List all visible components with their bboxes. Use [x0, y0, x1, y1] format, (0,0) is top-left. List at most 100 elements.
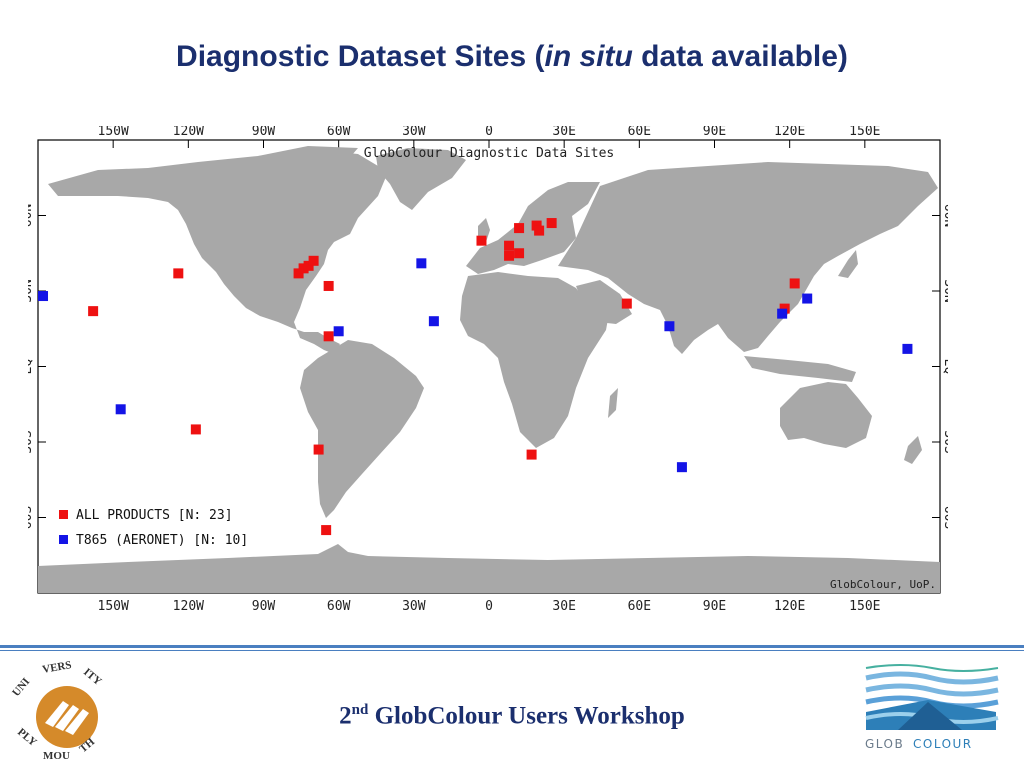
legend-label-aeronet: T865 (AERONET) [N: 10] [76, 533, 248, 548]
footer-ordinal-suffix: nd [351, 702, 369, 718]
svg-text:VERS: VERS [41, 661, 72, 676]
lat-label-right: 60S [941, 506, 948, 529]
footer-divider [0, 645, 1024, 648]
lon-label-bottom: 60W [327, 599, 351, 610]
all-products-site-marker [514, 248, 525, 259]
land-new-zealand [904, 436, 922, 464]
aeronet-site-marker [333, 326, 344, 337]
lat-label-right: 60N [941, 204, 948, 227]
university-of-plymouth-logo: UNI VERS ITY PLY MOU TH [10, 661, 111, 763]
all-products-site-marker [313, 444, 324, 455]
land-australia [780, 382, 872, 448]
land-masses [38, 146, 940, 593]
all-products-site-marker [190, 424, 201, 435]
all-products-site-marker [531, 220, 542, 231]
legend-swatch-all-products [59, 510, 68, 519]
land-greenland [376, 148, 466, 210]
land-madagascar [608, 388, 618, 418]
map-title: GlobColour Diagnostic Data Sites [364, 146, 614, 161]
lat-label-left: 60S [28, 506, 35, 529]
land-south-america [300, 340, 424, 518]
lon-label-top: 150E [849, 126, 880, 139]
all-products-sites [88, 218, 800, 536]
land-se-asia-islands [744, 356, 856, 382]
aeronet-site-marker [902, 343, 913, 354]
lon-label-top: 90W [252, 126, 276, 139]
footer-ordinal: 2 [339, 702, 352, 730]
legend-swatch-aeronet [59, 535, 68, 544]
land-arctic-islands [258, 146, 358, 168]
lat-ticks: 60N 60N 30N 30N EQ EQ 30S 30S 60S 60S [28, 204, 948, 529]
svg-text:MOU: MOU [43, 750, 70, 762]
lon-label-bottom: 30W [402, 599, 426, 610]
lon-label-top: 60W [327, 126, 351, 139]
all-products-site-marker [321, 525, 332, 536]
lon-label-top: 150W [98, 126, 129, 139]
land-japan [838, 250, 858, 278]
land-north-america [48, 150, 388, 354]
all-products-site-marker [323, 331, 334, 342]
land-asia [558, 162, 938, 354]
lon-label-bottom: 150E [849, 599, 880, 610]
legend-label-all-products: ALL PRODUCTS [N: 23] [76, 508, 233, 523]
all-products-site-marker [789, 278, 800, 289]
title-text-1: Diagnostic Dataset Sites ( [176, 40, 545, 73]
all-products-site-marker [308, 255, 319, 266]
lat-label-left: EQ [28, 359, 35, 375]
lon-label-bottom: 150W [98, 599, 129, 610]
map-legend: ALL PRODUCTS [N: 23] T865 (AERONET) [N: … [59, 508, 248, 548]
lon-label-top: 30E [552, 126, 575, 139]
aeronet-site-marker [777, 308, 788, 319]
lon-ticks: 150W 150W 120W 120W 90W 90W 60W 60W 30W 30W 0 0 30E 3… [98, 126, 881, 610]
aeronet-sites [38, 258, 913, 473]
all-products-site-marker [546, 218, 557, 229]
map-credit: GlobColour, UoP. [830, 578, 936, 591]
all-products-site-marker [303, 260, 314, 271]
all-products-site-marker [621, 298, 632, 309]
all-products-site-marker [476, 235, 487, 246]
all-products-site-marker [504, 240, 515, 251]
land-arabia [576, 280, 632, 324]
lon-label-bottom: 0 [485, 599, 493, 610]
lon-label-top: 0 [485, 126, 493, 139]
lat-label-right: EQ [941, 359, 948, 375]
aeronet-site-marker [676, 462, 687, 473]
slide-title: Diagnostic Dataset Sites (in situ data a… [0, 40, 1024, 74]
lon-label-bottom: 120W [173, 599, 204, 610]
lon-label-bottom: 90E [703, 599, 726, 610]
all-products-site-marker [173, 268, 184, 279]
globcolour-logo: GLOB COLOUR [864, 664, 1000, 751]
lat-label-left: 30N [28, 279, 35, 302]
all-products-site-marker [88, 306, 99, 317]
all-products-site-marker [526, 449, 537, 460]
lat-label-right: 30S [941, 430, 948, 453]
svg-text:GLOB: GLOB [865, 737, 904, 751]
footer-workshop-title: 2nd GlobColour Users Workshop [0, 702, 1024, 730]
title-italic-text: in situ [544, 40, 633, 73]
svg-text:COLOUR: COLOUR [913, 737, 973, 751]
lon-label-top: 120W [173, 126, 204, 139]
lon-label-top: 120E [774, 126, 805, 139]
land-antarctica [38, 544, 940, 593]
footer-rest: GlobColour Users Workshop [368, 702, 685, 730]
title-text-2: data available) [632, 40, 848, 73]
land-africa [460, 272, 610, 448]
all-products-site-marker [298, 263, 309, 274]
lon-label-top: 90E [703, 126, 726, 139]
lon-label-bottom: 120E [774, 599, 805, 610]
lon-label-top: 60E [628, 126, 651, 139]
lat-label-right: 30N [941, 279, 948, 302]
lon-label-bottom: 90W [252, 599, 276, 610]
aeronet-site-marker [38, 291, 49, 302]
all-products-site-marker [293, 268, 304, 279]
aeronet-site-marker [802, 293, 813, 304]
lon-label-top: 30W [402, 126, 426, 139]
all-products-site-marker [514, 223, 525, 234]
world-map: 150W 150W 120W 120W 90W 90W 60W 60W 30W 30W 0 0 30E 3… [28, 126, 948, 610]
all-products-site-marker [504, 250, 515, 261]
all-products-site-marker [779, 303, 790, 314]
all-products-site-marker [534, 225, 545, 236]
footer-divider-thin [0, 650, 1024, 651]
lon-label-bottom: 60E [628, 599, 651, 610]
aeronet-site-marker [416, 258, 427, 269]
